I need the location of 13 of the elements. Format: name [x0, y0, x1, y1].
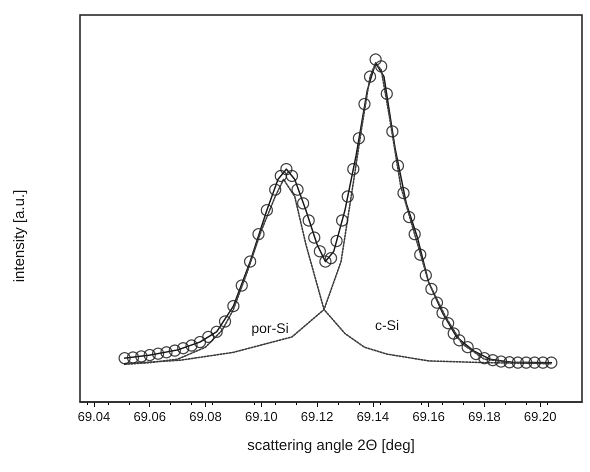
- x-tick-label: 69.10: [245, 409, 278, 424]
- x-tick-label: 69.04: [78, 409, 110, 424]
- x-tick-label: 69.12: [300, 409, 334, 424]
- x-axis-title: scattering angle 2Θ [deg]: [247, 437, 415, 454]
- x-tick-label: 69.14: [356, 409, 390, 424]
- x-tick-label: 69.20: [524, 409, 556, 424]
- x-tick-label: 69.08: [189, 409, 222, 424]
- annotation: c-Si: [374, 317, 400, 333]
- x-tick-label: 69.06: [133, 409, 166, 424]
- x-tick-label: 69.18: [468, 409, 501, 424]
- y-axis-title: intensity [a.u.]: [11, 190, 28, 282]
- annotation: por-Si: [251, 320, 289, 336]
- x-tick-label: 69.16: [412, 409, 445, 424]
